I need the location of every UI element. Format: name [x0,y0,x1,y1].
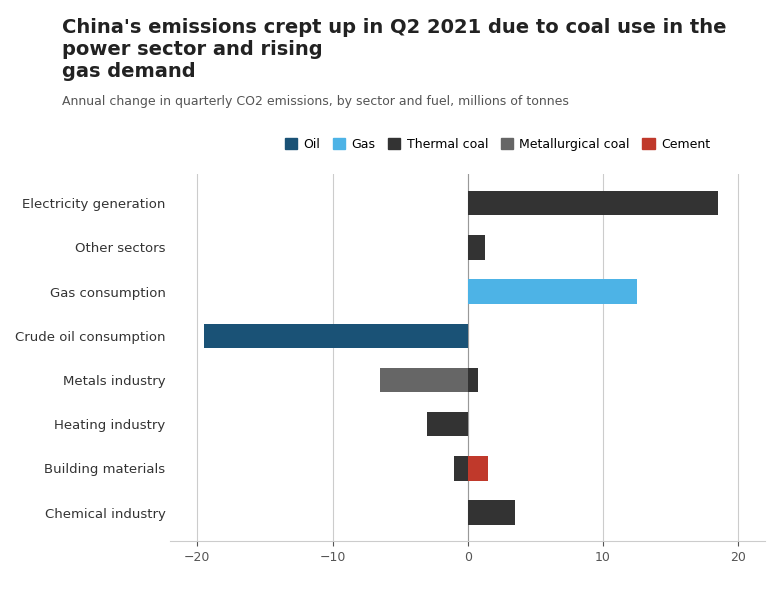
Text: China's emissions crept up in Q2 2021 due to coal use in the power sector and ri: China's emissions crept up in Q2 2021 du… [62,18,727,81]
Legend: Oil, Gas, Thermal coal, Metallurgical coal, Cement: Oil, Gas, Thermal coal, Metallurgical co… [279,133,715,156]
Bar [427,412,468,436]
Bar [204,324,468,348]
Bar [454,456,468,480]
Text: Annual change in quarterly CO2 emissions, by sector and fuel, millions of tonnes: Annual change in quarterly CO2 emissions… [62,95,569,108]
Bar [468,280,636,304]
Bar [380,368,468,392]
Bar [468,501,515,525]
Bar [468,456,488,480]
Bar [468,368,478,392]
Bar [468,191,718,215]
Bar [468,235,485,259]
